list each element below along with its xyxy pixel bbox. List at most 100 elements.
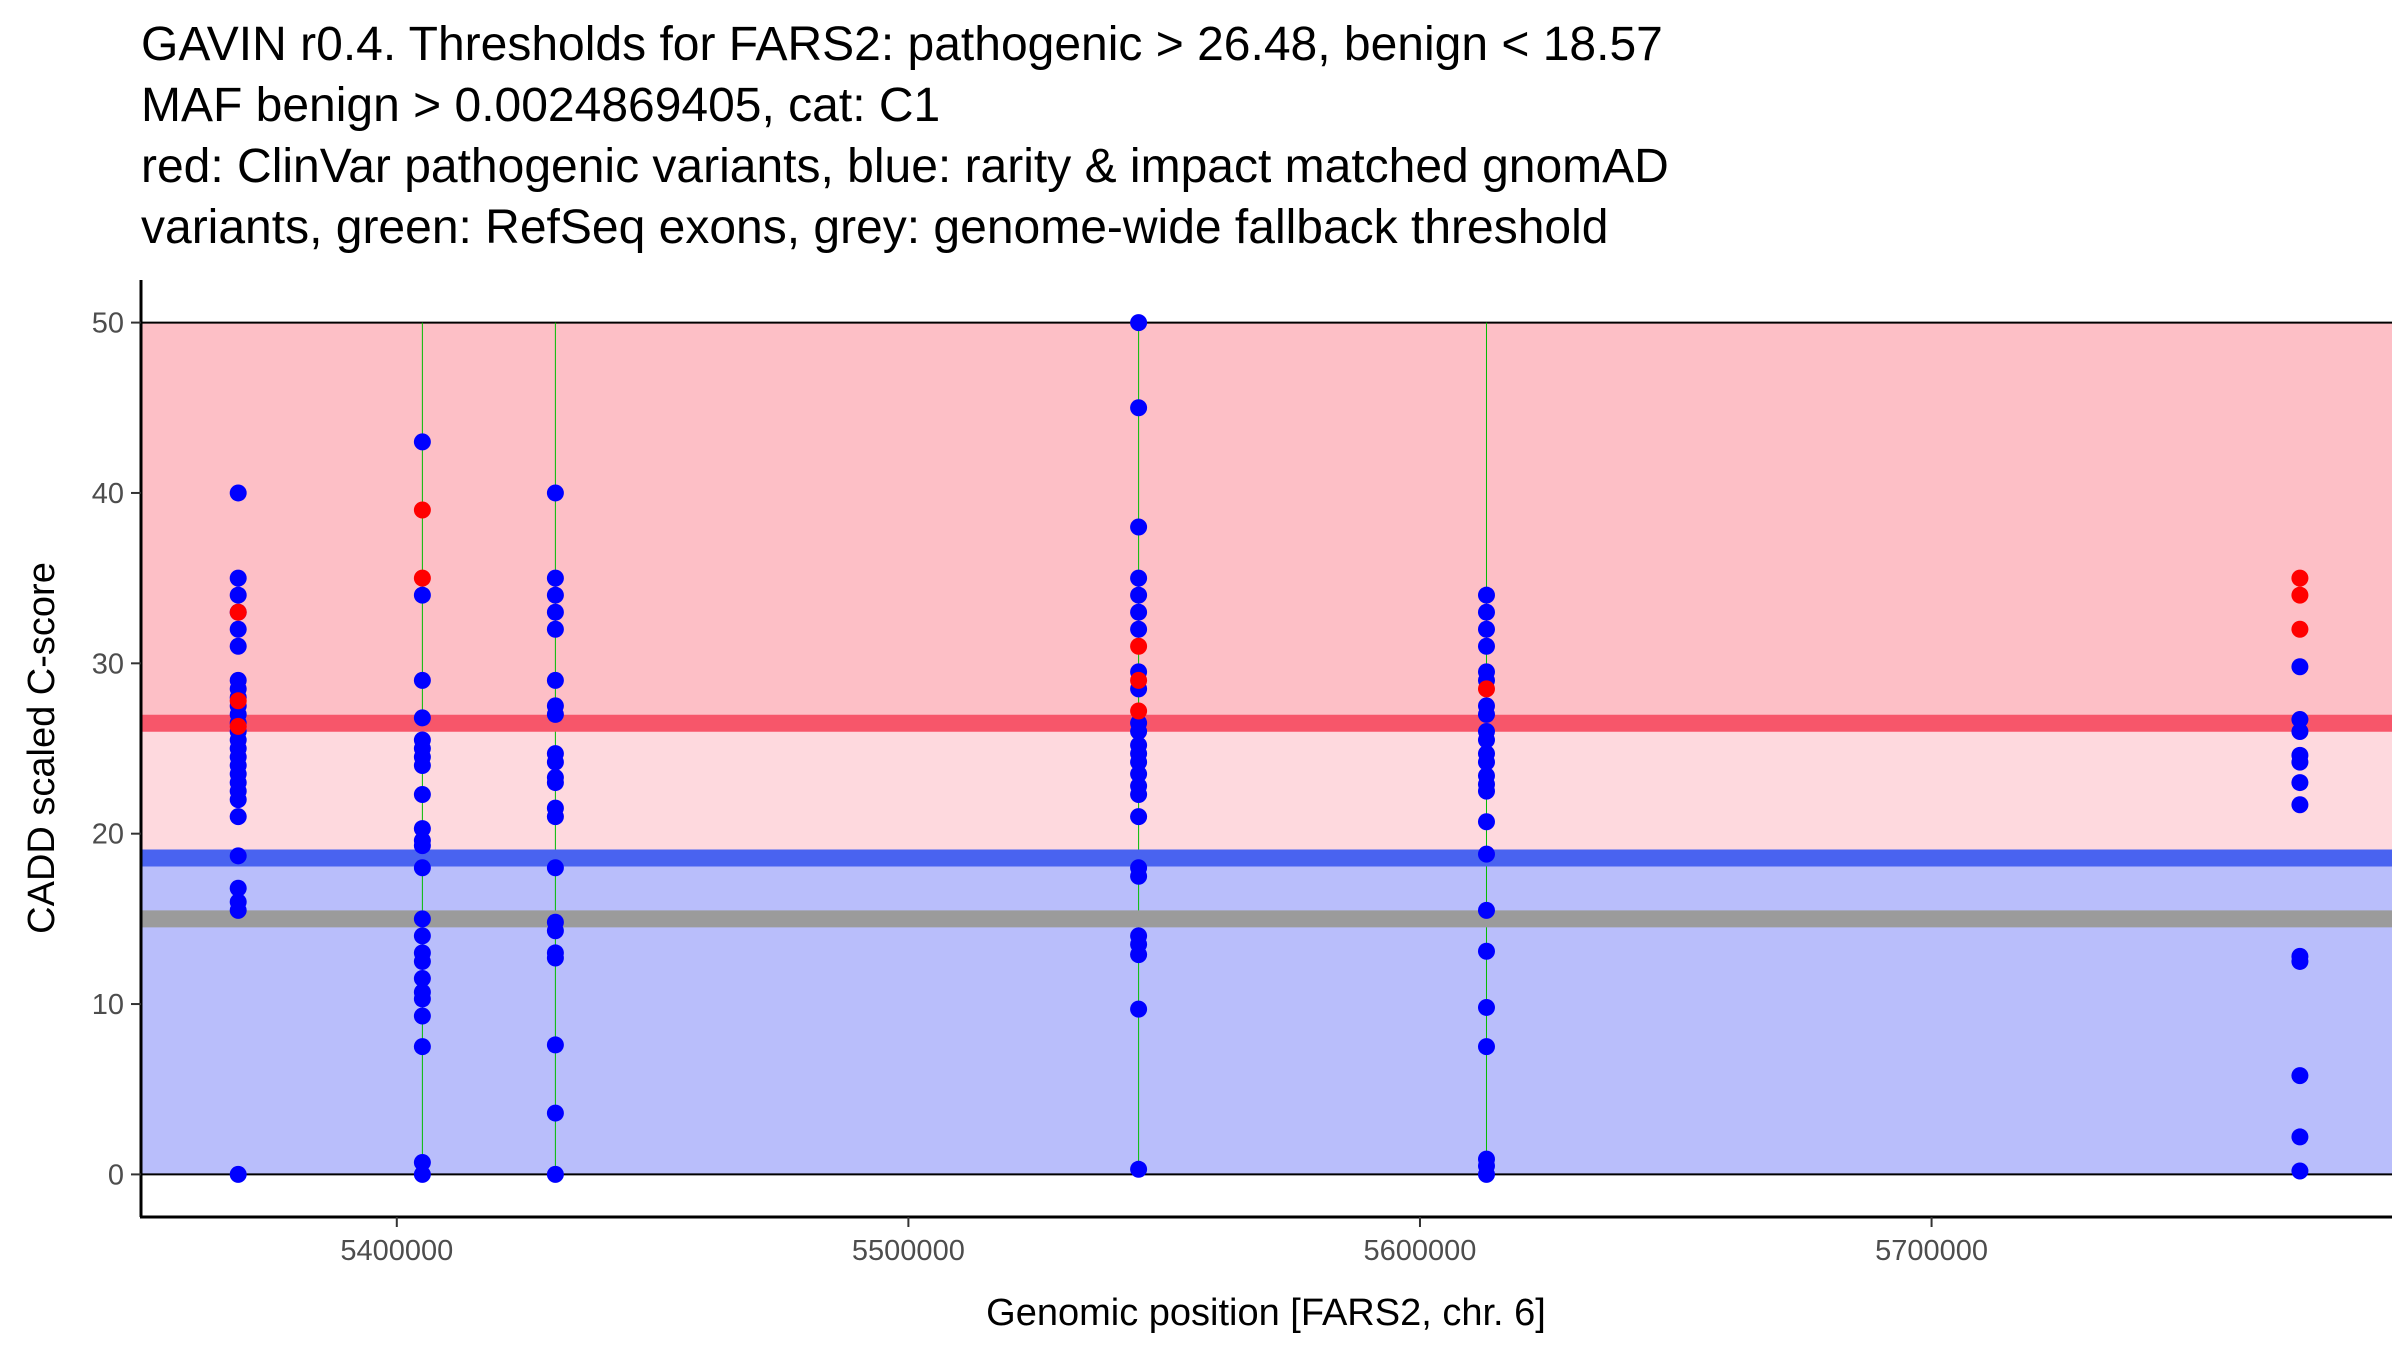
gnomad-point	[1130, 765, 1148, 783]
gnomad-point	[1130, 867, 1148, 885]
gnomad-point	[546, 859, 564, 877]
y-tick-label: 30	[92, 648, 124, 680]
gnomad-point	[229, 586, 247, 604]
gnomad-point	[546, 1104, 564, 1122]
chart-title: GAVIN r0.4. Thresholds for FARS2: pathog…	[141, 14, 2361, 258]
gnomad-point	[413, 1153, 431, 1171]
gnomad-point	[546, 586, 564, 604]
gnomad-point	[1130, 518, 1148, 536]
gnomad-point	[413, 969, 431, 987]
gnomad-point	[2291, 722, 2309, 740]
clinvar-point	[2291, 569, 2309, 587]
clinvar-point	[1130, 637, 1148, 655]
gnomad-point	[1477, 1038, 1495, 1056]
gnomad-point	[1130, 808, 1148, 826]
intermediate-region	[141, 723, 2392, 859]
gnomad-point	[413, 927, 431, 945]
gnomad-point	[229, 808, 247, 826]
gnomad-point	[413, 433, 431, 451]
y-ticks: 0 10 20 30 40 50	[92, 308, 141, 1191]
gnomad-point	[413, 952, 431, 970]
gnomad-point	[2291, 1162, 2309, 1180]
gnomad-point	[1130, 946, 1148, 964]
gnomad-point	[1477, 620, 1495, 638]
x-tick-label: 5700000	[1875, 1235, 1988, 1267]
gnomad-point	[2291, 711, 2309, 729]
clinvar-point	[229, 603, 247, 621]
y-tick-label: 20	[92, 819, 124, 851]
clinvar-point	[1130, 702, 1148, 720]
y-tick-label: 50	[92, 308, 124, 340]
gnomad-point	[546, 949, 564, 967]
x-ticks: 5400000 5500000 5600000 5700000	[340, 1217, 1988, 1267]
pathogenic-region	[141, 322, 2392, 724]
gnomad-point	[229, 1165, 247, 1183]
gnomad-point	[2291, 1128, 2309, 1146]
gnomad-point	[413, 709, 431, 727]
x-tick-label: 5600000	[1364, 1235, 1477, 1267]
gnomad-point	[413, 1165, 431, 1183]
gnomad-point	[546, 620, 564, 638]
y-tick-label: 40	[92, 478, 124, 510]
title-line-1: GAVIN r0.4. Thresholds for FARS2: pathog…	[141, 18, 1663, 71]
gnomad-point	[229, 901, 247, 919]
gnomad-point	[413, 1007, 431, 1025]
gnomad-point	[1477, 603, 1495, 621]
gnomad-point	[546, 1036, 564, 1054]
gnomad-point	[1130, 620, 1148, 638]
title-line-4: variants, green: RefSeq exons, grey: gen…	[141, 201, 1609, 254]
gnomad-point	[2291, 796, 2309, 814]
gnomad-point	[1477, 782, 1495, 800]
gnomad-point	[229, 791, 247, 809]
gnomad-point	[546, 484, 564, 502]
clinvar-point	[229, 717, 247, 735]
clinvar-point	[229, 692, 247, 710]
gnomad-point	[1130, 722, 1148, 740]
clinvar-point	[2291, 620, 2309, 638]
gnomad-point	[2291, 753, 2309, 771]
x-tick-label: 5400000	[340, 1235, 453, 1267]
clinvar-point	[413, 501, 431, 519]
gnomad-point	[546, 922, 564, 940]
gnomad-point	[1130, 569, 1148, 587]
gnomad-point	[1130, 1160, 1148, 1178]
gnomad-point	[413, 859, 431, 877]
gnomad-point	[1477, 901, 1495, 919]
gnomad-point	[2291, 658, 2309, 676]
gnomad-point	[229, 637, 247, 655]
data-points	[229, 314, 2309, 1183]
gnomad-point	[229, 484, 247, 502]
gnomad-point	[1130, 785, 1148, 803]
y-tick-label: 10	[92, 989, 124, 1021]
gnomad-point	[546, 774, 564, 792]
x-tick-label: 5500000	[852, 1235, 965, 1267]
gnomad-point	[1477, 998, 1495, 1016]
gnomad-point	[2291, 952, 2309, 970]
gnomad-point	[546, 705, 564, 723]
gnomad-point	[229, 879, 247, 897]
gnomad-point	[546, 671, 564, 689]
threshold-lines	[141, 714, 2392, 928]
gnomad-point	[1477, 1165, 1495, 1183]
axes	[139, 280, 2392, 1219]
gnomad-point	[229, 569, 247, 587]
title-line-3: red: ClinVar pathogenic variants, blue: …	[141, 140, 1669, 193]
clinvar-point	[413, 569, 431, 587]
gnomad-point	[1477, 731, 1495, 749]
gnomad-point	[2291, 1067, 2309, 1085]
gnomad-point	[229, 847, 247, 865]
gnomad-point	[413, 1038, 431, 1056]
gnomad-point	[546, 569, 564, 587]
clinvar-point	[1477, 680, 1495, 698]
y-tick-label: 0	[108, 1159, 124, 1191]
gnomad-point	[413, 671, 431, 689]
gnomad-point	[546, 808, 564, 826]
gnomad-point	[1477, 637, 1495, 655]
benign-region	[141, 858, 2392, 1175]
gnomad-point	[413, 837, 431, 855]
gnomad-point	[546, 753, 564, 771]
gnomad-point	[1130, 603, 1148, 621]
gnomad-point	[1477, 586, 1495, 604]
gnomad-point	[1130, 1000, 1148, 1018]
